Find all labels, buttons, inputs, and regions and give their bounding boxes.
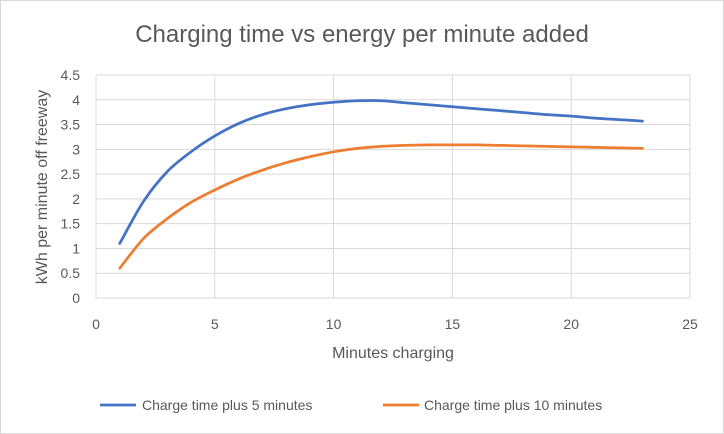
y-tick-label: 0 xyxy=(72,290,80,306)
y-tick-label: 1.5 xyxy=(61,216,81,232)
y-tick-label: 1 xyxy=(72,240,80,256)
y-tick-label: 3 xyxy=(72,141,80,157)
y-tick-label: 2.5 xyxy=(61,166,81,182)
x-axis-tick-labels: 0 5 10 15 20 25 xyxy=(92,316,698,332)
y-tick-label: 4.5 xyxy=(61,67,81,83)
series-line-2 xyxy=(118,143,644,270)
series-line-1 xyxy=(118,99,644,245)
x-tick-label: 0 xyxy=(92,316,100,332)
y-tick-label: 0.5 xyxy=(61,265,81,281)
y-tick-label: 2 xyxy=(72,191,80,207)
x-axis-title: Minutes charging xyxy=(332,345,454,362)
legend-label-series-2: Charge time plus 10 minutes xyxy=(424,397,602,413)
y-axis-title: kWh per minute off freeway xyxy=(34,90,51,284)
y-tick-label: 4 xyxy=(72,92,80,108)
legend: Charge time plus 5 minutes Charge time p… xyxy=(100,397,602,413)
chart-title: Charging time vs energy per minute added xyxy=(135,21,589,48)
x-tick-label: 10 xyxy=(326,316,342,332)
legend-label-series-1: Charge time plus 5 minutes xyxy=(142,397,312,413)
gridlines xyxy=(95,74,691,299)
y-tick-label: 3.5 xyxy=(61,117,81,133)
x-tick-label: 25 xyxy=(682,316,698,332)
x-tick-label: 5 xyxy=(211,316,219,332)
series-lines xyxy=(118,99,644,270)
y-axis-tick-labels: 0 0.5 1 1.5 2 2.5 3 3.5 4 4.5 xyxy=(61,67,81,306)
x-tick-label: 15 xyxy=(445,316,461,332)
x-tick-label: 20 xyxy=(563,316,579,332)
